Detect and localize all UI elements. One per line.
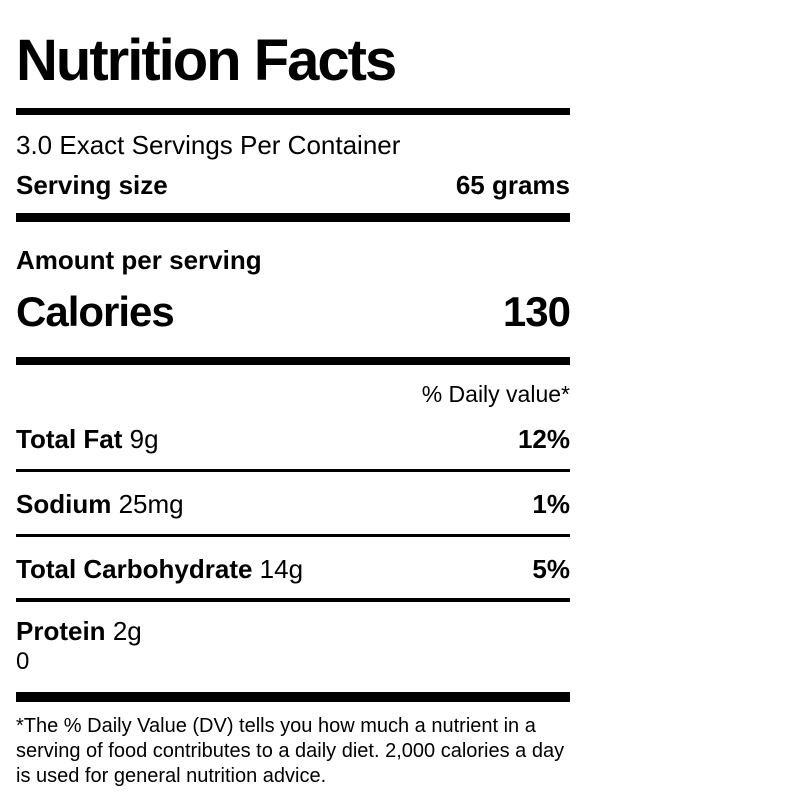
nutrient-row-sodium: Sodium 25mg 1%	[16, 489, 570, 519]
divider-thin-2	[16, 534, 570, 537]
nutrient-amount: 2g	[112, 616, 142, 646]
nutrient-daily-value: 1%	[532, 489, 570, 519]
calories-row: Calories 130	[16, 287, 571, 337]
footnote-line: is used for general nutrition advice.	[16, 765, 327, 787]
footnote-line: *The % Daily Value (DV) tells you how mu…	[16, 715, 536, 737]
serving-size-label: Serving size	[16, 170, 168, 200]
serving-size-value: 65 grams	[455, 170, 570, 200]
calories-label: Calories	[16, 288, 175, 335]
nutrient-row-total-fat: Total Fat 9g 12%	[16, 424, 570, 454]
nutrient-name-amount: Sodium 25mg	[16, 489, 184, 519]
divider-thick-calories	[16, 357, 570, 365]
nutrient-name-amount: Total Fat 9g	[16, 424, 159, 454]
nutrient-amount: 14g	[259, 554, 304, 584]
footnote-line: serving of food contributes to a daily d…	[16, 740, 565, 762]
extra-zero-value: 0	[16, 648, 30, 675]
nutrient-daily-value: 12%	[517, 424, 570, 454]
nutrient-name-amount: Total Carbohydrate 14g	[16, 554, 303, 584]
nutrient-name: Total Carbohydrate	[16, 554, 253, 584]
divider-thick-bottom	[16, 692, 570, 702]
amount-per-serving-label: Amount per serving	[16, 245, 262, 275]
serving-size-row: Serving size 65 grams	[16, 170, 570, 200]
nutrient-name: Sodium	[16, 489, 112, 519]
nutrient-name-amount: Protein 2g	[16, 617, 142, 645]
nutrient-row-protein: Protein 2g	[16, 617, 570, 645]
label-title: Nutrition Facts	[16, 28, 397, 93]
divider-thick-top	[16, 108, 570, 115]
nutrient-amount: 25mg	[118, 489, 184, 519]
calories-value: 130	[502, 288, 571, 335]
nutrient-row-total-carbohydrate: Total Carbohydrate 14g 5%	[16, 554, 570, 584]
nutrient-name: Protein	[16, 616, 106, 646]
daily-value-header: % Daily value*	[421, 381, 570, 407]
nutrition-facts-label: Nutrition Facts 3.0 Exact Servings Per C…	[16, 28, 571, 789]
divider-thick-serving	[16, 213, 570, 222]
divider-thin-1	[16, 469, 570, 472]
servings-per-container: 3.0 Exact Servings Per Container	[16, 130, 401, 160]
divider-thin-3	[16, 598, 570, 602]
footnote: *The % Daily Value (DV) tells you how mu…	[16, 714, 570, 789]
nutrient-name: Total Fat	[16, 424, 123, 454]
nutrient-daily-value: 5%	[532, 554, 570, 584]
nutrient-amount: 9g	[129, 424, 159, 454]
